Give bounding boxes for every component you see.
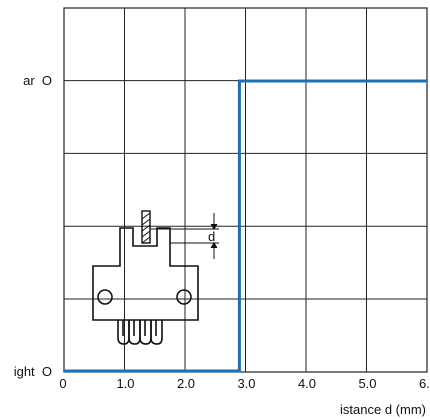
x-tick-labels: 0 1.0 2.0 3.0 4.0 5.0 6.0 [59, 376, 430, 391]
mounting-hole-right [176, 289, 192, 305]
slit-insert-hatch [141, 212, 151, 244]
series-layer [64, 79, 427, 373]
x-tick-label: 2.0 [177, 376, 195, 391]
series-line [64, 79, 427, 373]
mounting-hole-left [97, 289, 113, 305]
y-tick-label: ight O [14, 364, 52, 379]
x-tick-label: 0 [59, 376, 66, 391]
x-tick-label: 6.0 [419, 376, 430, 391]
sensor-illustration: d [92, 210, 219, 345]
x-tick-label: 5.0 [358, 376, 376, 391]
sensor-body-outline [92, 227, 199, 321]
slit-insert [141, 210, 151, 244]
sensor-pins [117, 320, 163, 345]
x-axis-label: istance d (mm) [340, 402, 426, 417]
x-tick-label: 3.0 [237, 376, 255, 391]
x-tick-label: 1.0 [116, 376, 134, 391]
dimension-d-label: d [208, 229, 215, 244]
x-tick-label: 4.0 [298, 376, 316, 391]
y-tick-label: ar O [23, 73, 52, 88]
y-tick-labels: ar O ight O [14, 73, 52, 379]
grid-lines [64, 8, 427, 372]
dimension-d [150, 213, 219, 259]
plot-frame [63, 7, 428, 373]
